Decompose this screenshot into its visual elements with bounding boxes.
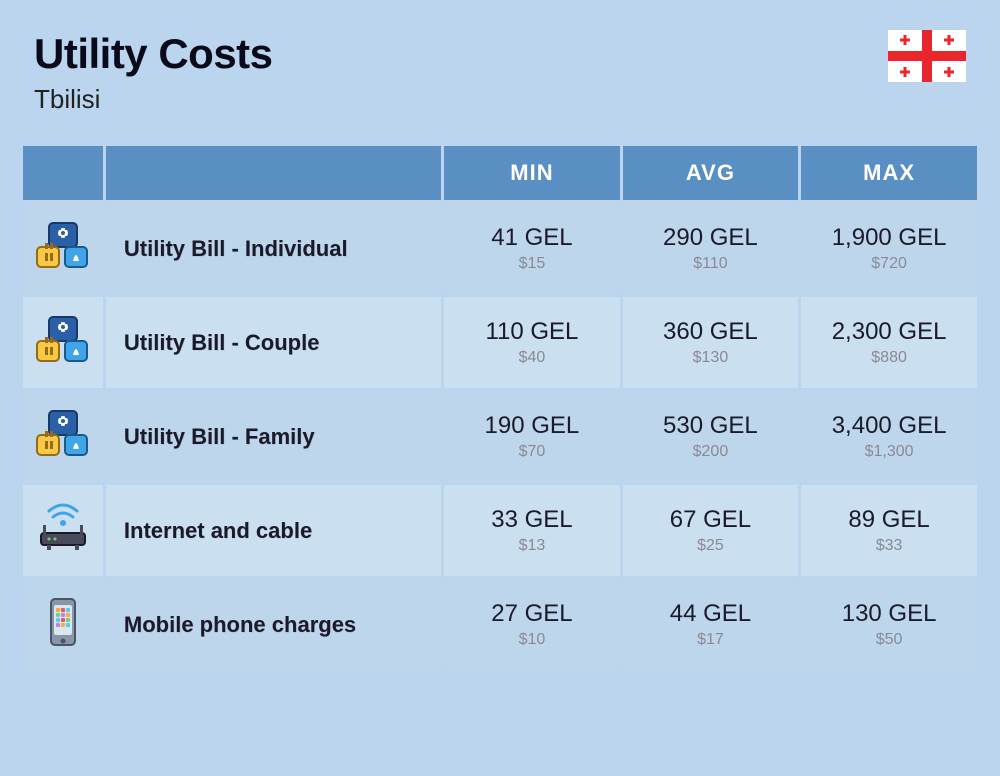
utility-icon (23, 391, 103, 482)
table-row: Internet and cable 33 GEL $13 67 GEL $25 89 G… (23, 485, 977, 576)
georgia-flag-icon (888, 30, 966, 82)
value-primary: 89 GEL (811, 506, 967, 535)
header: Utility Costs Tbilisi (20, 30, 980, 115)
value-secondary: $70 (454, 443, 610, 461)
cell-max: 1,900 GEL $720 (801, 203, 977, 294)
page-title: Utility Costs (34, 30, 273, 78)
cell-avg: 67 GEL $25 (623, 485, 799, 576)
cell-max: 3,400 GEL $1,300 (801, 391, 977, 482)
row-label: Utility Bill - Individual (106, 203, 441, 294)
costs-table: MIN AVG MAX Utility Bill - Individual41 … (20, 143, 980, 673)
value-secondary: $33 (811, 537, 967, 555)
value-secondary: $17 (633, 631, 789, 649)
col-header-min: MIN (444, 146, 620, 200)
cell-avg: 360 GEL $130 (623, 297, 799, 388)
table-row: Mobile phone charges 27 GEL $10 44 GEL $17 13… (23, 579, 977, 670)
value-primary: 130 GEL (811, 600, 967, 629)
phone-icon (23, 579, 103, 670)
value-primary: 27 GEL (454, 600, 610, 629)
cell-min: 33 GEL $13 (444, 485, 620, 576)
row-label: Mobile phone charges (106, 579, 441, 670)
utility-icon (23, 297, 103, 388)
value-primary: 41 GEL (454, 224, 610, 253)
value-primary: 360 GEL (633, 318, 789, 347)
cell-max: 2,300 GEL $880 (801, 297, 977, 388)
col-header-icon (23, 146, 103, 200)
value-secondary: $200 (633, 443, 789, 461)
table-row: Utility Bill - Individual 41 GEL $15 290 GE… (23, 203, 977, 294)
table-row: Utility Bill - Family 190 GEL $70 530 GEL $2… (23, 391, 977, 482)
value-secondary: $13 (454, 537, 610, 555)
cell-max: 89 GEL $33 (801, 485, 977, 576)
router-icon (23, 485, 103, 576)
col-header-avg: AVG (623, 146, 799, 200)
value-secondary: $25 (633, 537, 789, 555)
cell-min: 41 GEL $15 (444, 203, 620, 294)
value-primary: 44 GEL (633, 600, 789, 629)
value-secondary: $110 (633, 255, 789, 273)
row-label: Utility Bill - Couple (106, 297, 441, 388)
value-primary: 3,400 GEL (811, 412, 967, 441)
utility-icon (23, 203, 103, 294)
page-subtitle: Tbilisi (34, 84, 273, 115)
value-secondary: $40 (454, 349, 610, 367)
value-primary: 530 GEL (633, 412, 789, 441)
value-secondary: $10 (454, 631, 610, 649)
col-header-label (106, 146, 441, 200)
cell-avg: 44 GEL $17 (623, 579, 799, 670)
value-secondary: $130 (633, 349, 789, 367)
row-label: Internet and cable (106, 485, 441, 576)
value-secondary: $880 (811, 349, 967, 367)
value-primary: 67 GEL (633, 506, 789, 535)
cell-min: 110 GEL $40 (444, 297, 620, 388)
value-primary: 190 GEL (454, 412, 610, 441)
value-primary: 1,900 GEL (811, 224, 967, 253)
cell-avg: 530 GEL $200 (623, 391, 799, 482)
col-header-max: MAX (801, 146, 977, 200)
cell-min: 190 GEL $70 (444, 391, 620, 482)
cell-avg: 290 GEL $110 (623, 203, 799, 294)
value-secondary: $720 (811, 255, 967, 273)
value-primary: 33 GEL (454, 506, 610, 535)
table-row: Utility Bill - Couple 110 GEL $40 360 GEL $1… (23, 297, 977, 388)
value-primary: 110 GEL (454, 318, 610, 347)
cell-max: 130 GEL $50 (801, 579, 977, 670)
value-primary: 290 GEL (633, 224, 789, 253)
value-secondary: $50 (811, 631, 967, 649)
cell-min: 27 GEL $10 (444, 579, 620, 670)
value-primary: 2,300 GEL (811, 318, 967, 347)
value-secondary: $1,300 (811, 443, 967, 461)
row-label: Utility Bill - Family (106, 391, 441, 482)
value-secondary: $15 (454, 255, 610, 273)
